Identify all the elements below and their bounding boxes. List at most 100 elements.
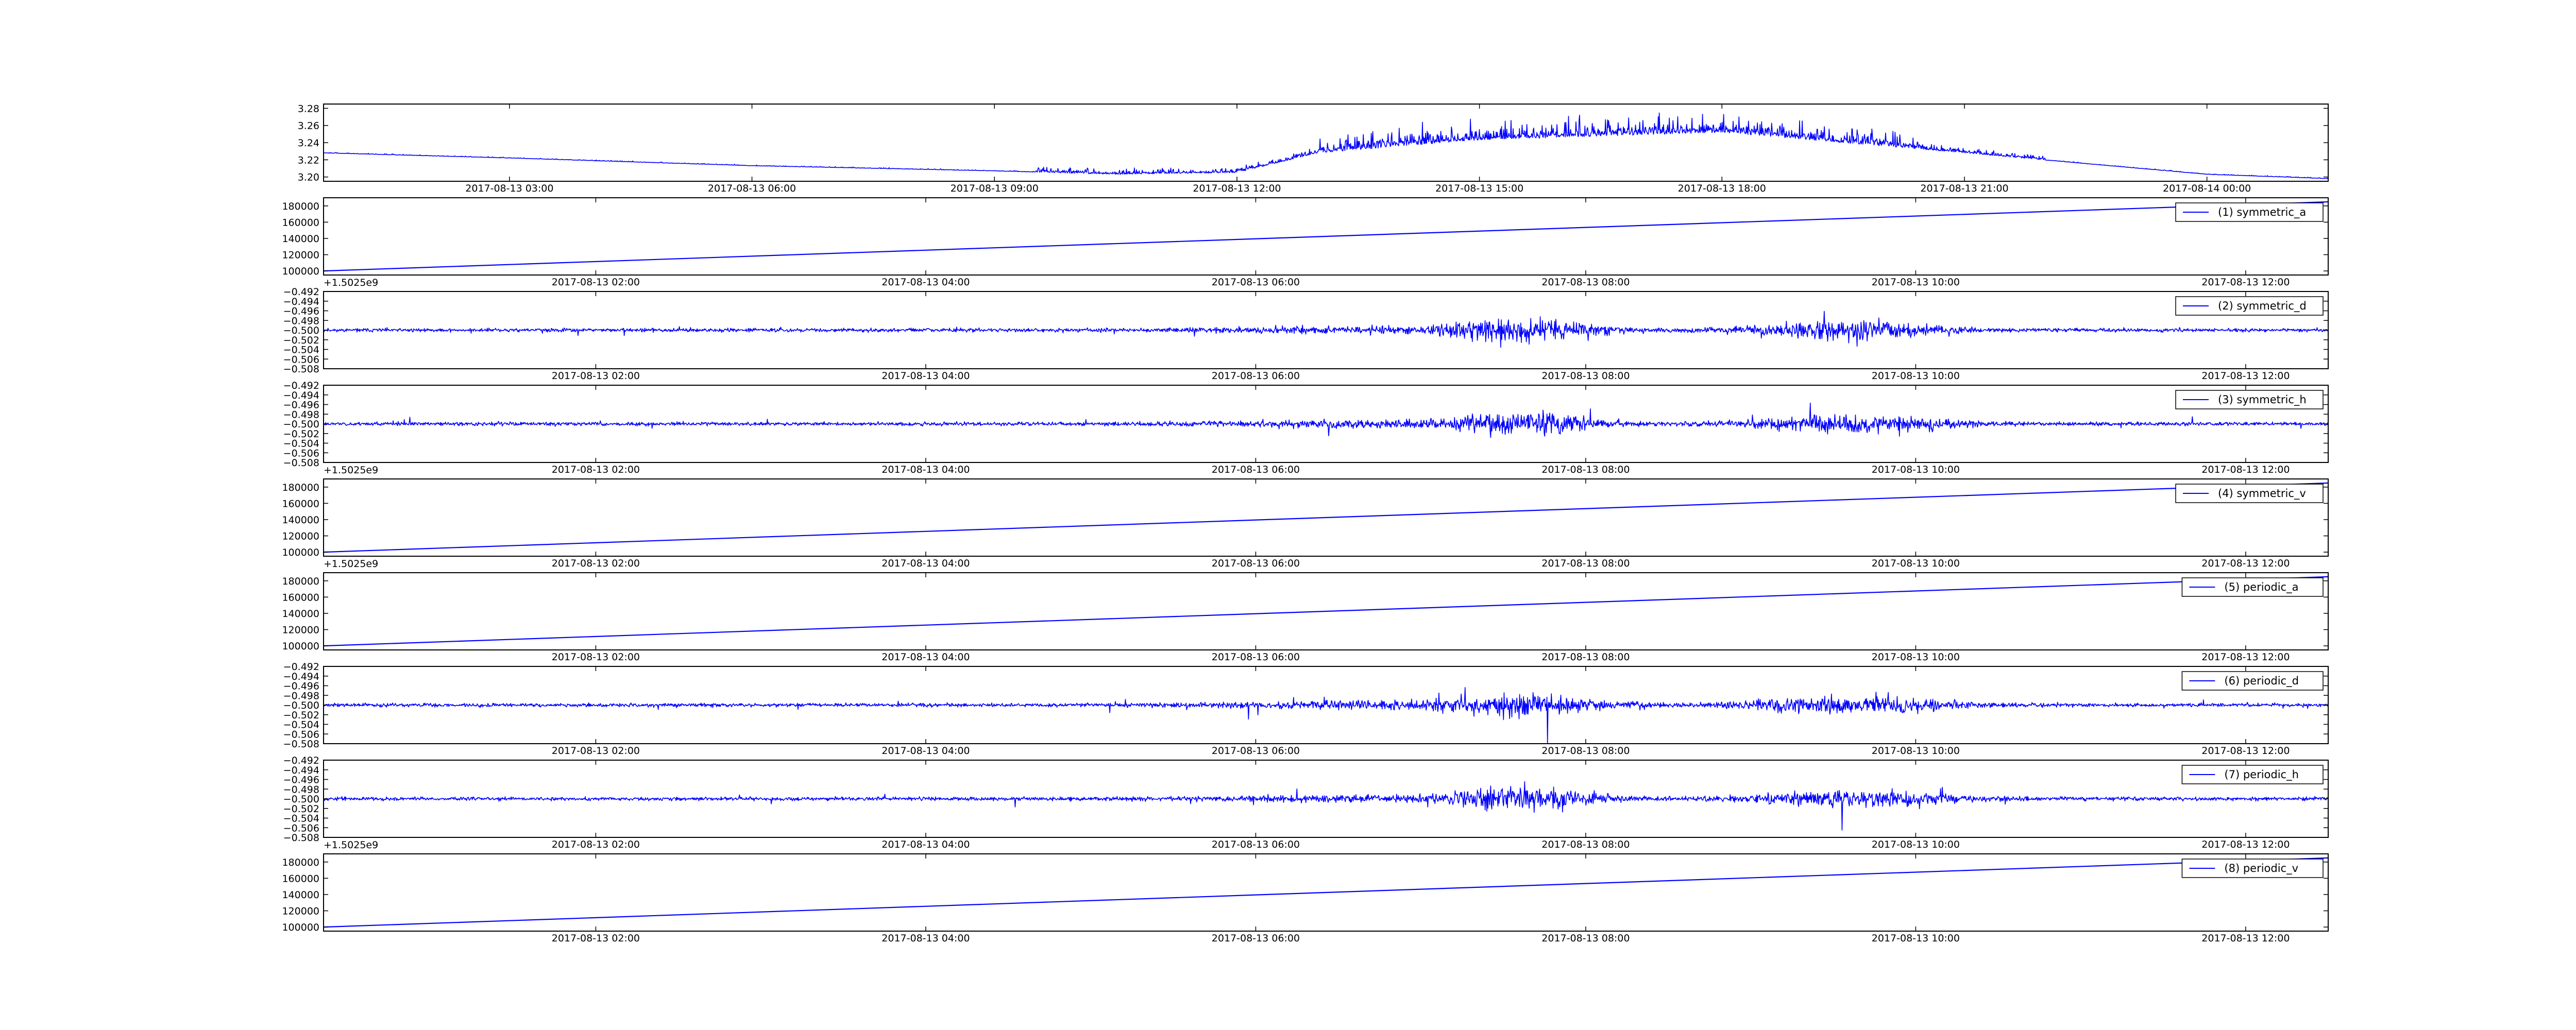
x-tick-label: 2017-08-13 12:00 — [2201, 277, 2290, 288]
legend-label: (7) periodic_h — [2224, 768, 2299, 781]
y-tick-label: 3.24 — [298, 138, 319, 149]
y-tick-label: −0.492 — [283, 286, 319, 298]
y-tick-label: −0.508 — [283, 364, 319, 375]
subplot-9: 100000 120000 140000 160000 180000 2017-08-13… — [282, 853, 2329, 944]
y-tick-label: 3.26 — [298, 121, 319, 132]
x-tick-label: 2017-08-13 04:00 — [882, 370, 970, 382]
subplot-3: −0.508−0.506−0.504−0.502−0.500−0.498 −0.4… — [283, 286, 2329, 382]
y-tick-label: 140000 — [282, 233, 319, 245]
x-offset-label: +1.5025e9 — [324, 277, 378, 288]
x-tick-label: 2017-08-13 04:00 — [882, 277, 970, 288]
y-tick-label: −0.496 — [283, 681, 319, 692]
x-tick-label: 2017-08-13 12:00 — [2201, 558, 2290, 569]
legend: (5) periodic_a — [2181, 577, 2324, 597]
x-tick-label: 2017-08-13 04:00 — [882, 745, 970, 757]
x-tick-label: 2017-08-13 06:00 — [708, 183, 796, 194]
x-tick-label: 2017-08-13 18:00 — [1678, 183, 1766, 194]
series-line — [323, 311, 2329, 348]
y-tick-label: 120000 — [282, 250, 319, 261]
x-tick-label: 2017-08-13 02:00 — [552, 464, 640, 475]
x-tick-label: 2017-08-13 12:00 — [2201, 933, 2290, 944]
y-tick-label: −0.502 — [283, 803, 319, 815]
x-tick-label: 2017-08-13 08:00 — [1541, 277, 1630, 288]
axes-frame — [323, 853, 2329, 932]
y-tick-label: 140000 — [282, 608, 319, 620]
y-tick-label: 140000 — [282, 889, 319, 901]
legend: (4) symmetric_v — [2175, 484, 2324, 503]
y-tick-label: 180000 — [282, 857, 319, 868]
series-line — [323, 576, 2329, 647]
legend: (2) symmetric_d — [2175, 296, 2324, 316]
x-tick-label: 2017-08-13 12:00 — [2201, 464, 2290, 475]
y-tick-label: 120000 — [282, 531, 319, 542]
y-tick-label: 160000 — [282, 498, 319, 509]
x-tick-label: 2017-08-13 06:00 — [1212, 464, 1300, 475]
x-tick-label: 2017-08-13 15:00 — [1435, 183, 1523, 194]
y-tick-label: −0.496 — [283, 775, 319, 786]
series-line — [323, 781, 2329, 831]
x-tick-label: 2017-08-13 12:00 — [2201, 839, 2290, 850]
x-tick-label: 2017-08-13 10:00 — [1872, 277, 1960, 288]
x-tick-label: 2017-08-13 02:00 — [552, 651, 640, 663]
y-tick-label: −0.500 — [283, 325, 319, 336]
legend-label: (2) symmetric_d — [2218, 300, 2307, 313]
x-tick-label: 2017-08-13 04:00 — [882, 558, 970, 569]
series-line — [323, 687, 2329, 744]
legend-label: (1) symmetric_a — [2218, 206, 2306, 219]
y-tick-label: −0.498 — [283, 409, 319, 420]
x-tick-label: 2017-08-13 08:00 — [1541, 651, 1630, 663]
y-tick-label: −0.508 — [283, 739, 319, 750]
legend: (1) symmetric_a — [2175, 202, 2324, 222]
x-tick-label: 2017-08-13 08:00 — [1541, 839, 1630, 850]
x-tick-label: 2017-08-13 04:00 — [882, 651, 970, 663]
y-tick-label: −0.504 — [283, 719, 319, 731]
y-tick-label: −0.492 — [283, 661, 319, 673]
x-tick-label: 2017-08-13 04:00 — [882, 464, 970, 475]
series-line — [323, 201, 2329, 272]
y-tick-label: −0.494 — [283, 671, 319, 682]
x-offset-label: +1.5025e9 — [324, 465, 378, 476]
x-tick-label: 2017-08-13 09:00 — [951, 183, 1039, 194]
y-tick-label: −0.506 — [283, 354, 319, 365]
x-tick-label: 2017-08-13 04:00 — [882, 839, 970, 850]
y-tick-label: −0.508 — [283, 457, 319, 469]
y-tick-label: −0.500 — [283, 700, 319, 711]
y-tick-label: −0.498 — [283, 315, 319, 327]
x-tick-label: 2017-08-13 08:00 — [1541, 558, 1630, 569]
subplot-8: −0.508−0.506−0.504−0.502−0.500−0.498−0.4… — [283, 755, 2329, 851]
y-tick-label: −0.498 — [283, 690, 319, 701]
series-line — [323, 402, 2329, 438]
legend: (8) periodic_v — [2181, 859, 2324, 878]
y-tick-label: 120000 — [282, 625, 319, 636]
y-tick-label: 100000 — [282, 547, 319, 558]
y-tick-label: 100000 — [282, 922, 319, 933]
y-tick-label: 160000 — [282, 217, 319, 228]
x-tick-label: 2017-08-13 10:00 — [1872, 558, 1960, 569]
y-tick-label: −0.502 — [283, 335, 319, 346]
subplot-1: 3.20 3.22 3.24 3.26 3.28 2017-08-13 03:00 2017… — [298, 103, 2329, 194]
y-tick-label: −0.502 — [283, 710, 319, 721]
y-tick-label: 180000 — [282, 482, 319, 493]
x-tick-label: 2017-08-13 06:00 — [1212, 277, 1300, 288]
x-tick-label: 2017-08-13 02:00 — [552, 558, 640, 569]
y-tick-label: −0.492 — [283, 380, 319, 391]
y-tick-label: −0.506 — [283, 448, 319, 459]
legend: (3) symmetric_h — [2175, 390, 2324, 409]
series-line — [323, 857, 2329, 928]
y-tick-label: 3.28 — [298, 103, 319, 114]
y-tick-label: −0.504 — [283, 345, 319, 356]
x-tick-label: 2017-08-13 02:00 — [552, 839, 640, 850]
x-tick-label: 2017-08-13 06:00 — [1212, 558, 1300, 569]
subplot-2: 100000 120000 140000 160000 180000 2017-08-13… — [282, 197, 2329, 288]
x-tick-label: 2017-08-14 00:00 — [2163, 183, 2251, 194]
legend-label: (4) symmetric_v — [2218, 487, 2306, 500]
y-tick-label: −0.504 — [283, 813, 319, 825]
x-tick-label: 2017-08-13 02:00 — [552, 933, 640, 944]
x-tick-label: 2017-08-13 06:00 — [1212, 651, 1300, 663]
series-line — [323, 482, 2329, 553]
legend-label: (8) periodic_v — [2224, 862, 2298, 875]
x-tick-label: 2017-08-13 10:00 — [1872, 839, 1960, 850]
legend-label: (5) periodic_a — [2224, 581, 2298, 594]
y-tick-label: −0.494 — [283, 390, 319, 401]
